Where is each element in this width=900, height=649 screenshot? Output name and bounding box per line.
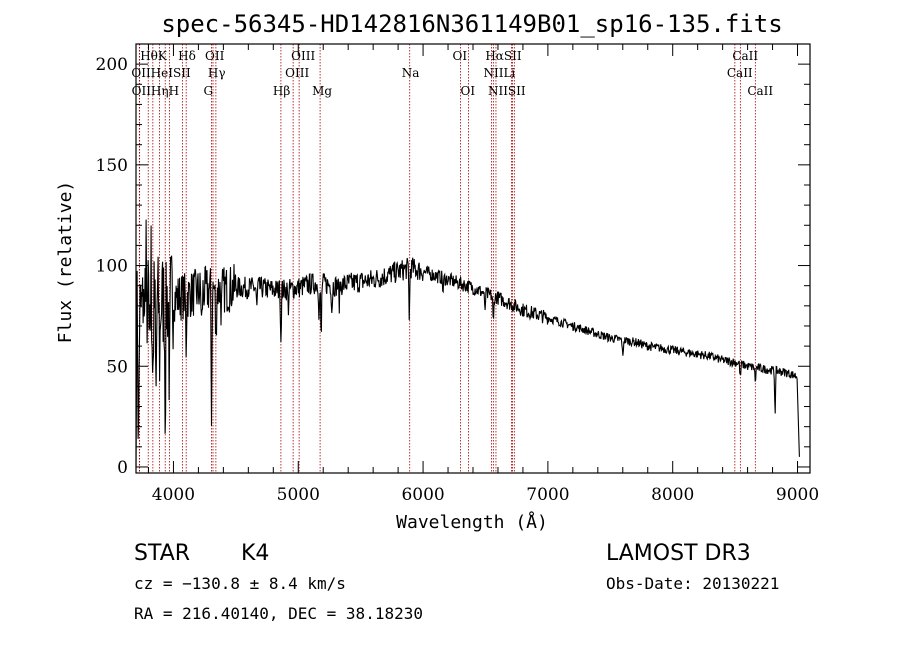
survey-name: LAMOST DR3 (606, 541, 751, 566)
plot-frame (135, 43, 811, 474)
spectral-line-labels: HθK Hδ OII OIII OI HαSII CaII OIIHeISII Hγ OIII Na… (131, 49, 773, 98)
y-tick-label: 0 (117, 458, 128, 478)
x-axis-label: Wavelength (Å) (396, 511, 548, 533)
y-axis-label: Flux (relative) (55, 181, 76, 344)
spectral-line-label: CaII (747, 84, 773, 98)
x-tick-label: 8000 (651, 485, 694, 505)
spectral-line-markers (138, 44, 756, 473)
spectrum-plot (135, 219, 800, 468)
y-tick-label: 50 (106, 357, 128, 377)
spectral-line-label: Hδ (178, 49, 196, 63)
spectral-line-label: G (204, 84, 214, 98)
spectral-line-label: OI (461, 84, 476, 98)
y-tick-label: 150 (96, 156, 128, 176)
plot-axes (135, 43, 811, 474)
spectral-line-label: OII (205, 49, 225, 63)
spectral-subclass: K4 (241, 541, 269, 566)
x-tick-label: 7000 (526, 485, 569, 505)
spectral-line-label: OI (453, 49, 468, 63)
spectral-line-label: CaII (727, 66, 753, 80)
y-tick-label: 200 (96, 55, 128, 75)
obs-date: Obs-Date: 20130221 (606, 574, 779, 593)
chart-title: spec-56345-HD142816N361149B01_sp16-135.f… (161, 10, 782, 38)
object-class: STAR (134, 541, 190, 566)
flux-series-line (135, 219, 800, 468)
spectral-line-label: OIII (285, 66, 309, 80)
spectral-line-label: CaII (732, 49, 758, 63)
spectral-line-label: OIIHηH (132, 84, 179, 98)
x-tick-label: 9000 (776, 485, 819, 505)
spectral-line-label: NIISII (488, 84, 526, 98)
spectral-line-label: Na (402, 66, 420, 80)
x-axis-ticks: 4000 5000 6000 7000 8000 9000 (147, 44, 819, 505)
coordinates: RA = 216.40140, DEC = 38.18230 (134, 604, 423, 623)
spectral-line-label: OIII (291, 49, 315, 63)
spectral-line-label: Mg (312, 84, 332, 98)
y-tick-label: 100 (96, 257, 128, 277)
spectral-line-label: HαSII (485, 49, 522, 63)
spectral-line-label: NII (483, 66, 503, 80)
spectral-line-label: OIIHeISII (131, 66, 191, 80)
x-tick-label: 6000 (401, 485, 444, 505)
spectral-line-label: HθK (140, 49, 168, 63)
y-axis-ticks: 0 50 100 150 200 (96, 55, 810, 478)
x-tick-label: 4000 (152, 485, 195, 505)
spectral-line-label: Hβ (273, 84, 290, 98)
x-tick-label: 5000 (277, 485, 320, 505)
spectral-line-label: Li (503, 66, 515, 80)
spectral-line-label: Hγ (208, 66, 226, 80)
redshift-value: cz = −130.8 ± 8.4 km/s (134, 574, 346, 593)
